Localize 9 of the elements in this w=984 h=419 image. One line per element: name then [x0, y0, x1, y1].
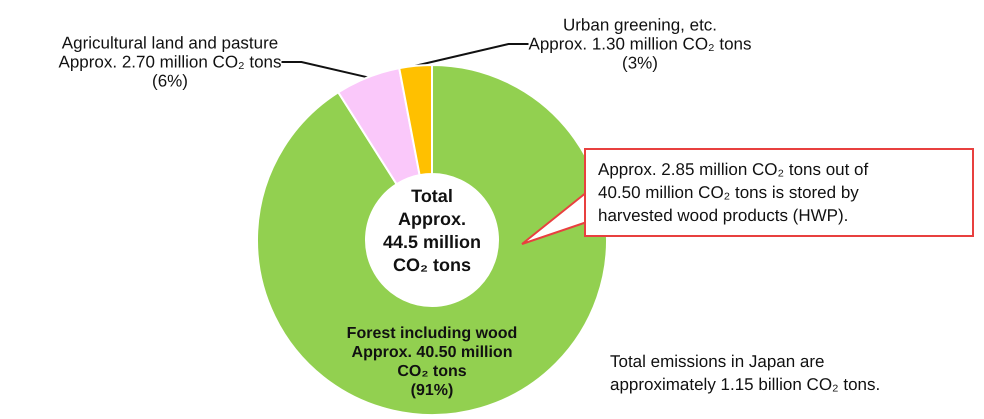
text: Approx. 2.85 million CO₂ tons out of 40.50 million CO₂ tons is stored by harvested wood products (HWP). — [584, 148, 974, 237]
text: Total emissions in Japan are approximately 1.15 billion CO₂ tons. — [610, 351, 882, 396]
slice-label: Agricultural land and pasture — [62, 34, 278, 52]
slice-label: Urban greening, etc. — [562, 16, 718, 34]
data-label: Approx. 2.70 million CO₂ tons (6%) — [58, 52, 282, 90]
data-label: Approx. 40.50 million CO₂ tons (91%) — [352, 344, 512, 399]
text: Total Approx. 44.5 million CO₂ tons — [382, 185, 482, 277]
slice-label: Forest including wood — [346, 325, 518, 342]
data-label: Approx. 1.30 million CO₂ tons (3%) — [528, 34, 752, 72]
